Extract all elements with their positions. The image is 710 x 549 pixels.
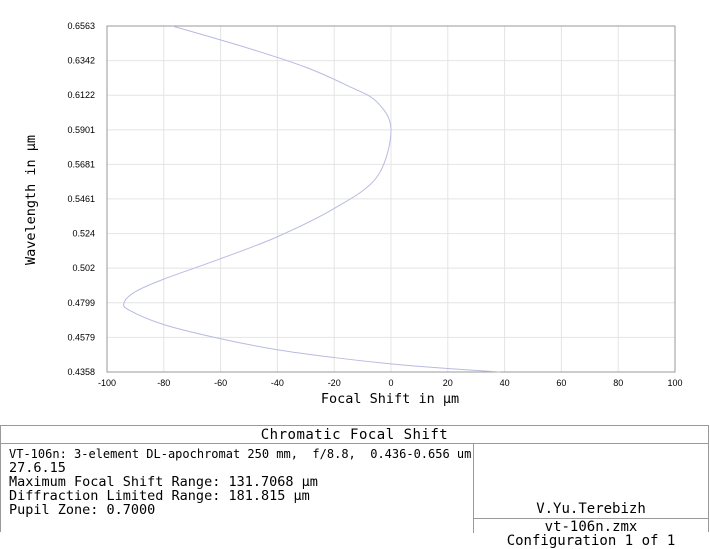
diffraction-limited-range: Diffraction Limited Range: 181.815 µm	[9, 488, 310, 504]
x-tick-label: -80	[157, 378, 170, 388]
y-tick-label: 0.6342	[67, 56, 95, 66]
lens-description: VT-106n: 3-element DL-apochromat 250 mm,…	[9, 447, 472, 461]
panel-divider	[473, 444, 474, 533]
y-tick-label: 0.5681	[67, 159, 95, 169]
info-text: VT-106n: 3-element DL-apochromat 250 mm,…	[9, 447, 472, 518]
chart-plot: -100 -80 -60 -40 -20 0 20 40 60 80 100 0.4358 0.457…	[23, 21, 683, 407]
y-tick-label: 0.524	[72, 229, 95, 239]
y-tick-label: 0.6122	[67, 90, 95, 100]
x-tick-label: 80	[613, 378, 623, 388]
y-tick-label: 0.4799	[67, 298, 95, 308]
x-tick-label: -100	[98, 378, 116, 388]
pupil-zone: Pupil Zone: 0.7000	[9, 502, 156, 518]
y-tick-label: 0.5901	[67, 125, 95, 135]
x-tick-label: 60	[556, 378, 566, 388]
y-tick-label: 0.6563	[67, 21, 95, 31]
configuration: Configuration 1 of 1	[506, 533, 676, 549]
y-axis-title: Wavelength in µm	[23, 135, 39, 265]
info-panel: Chromatic Focal Shift VT-106n: 3-element…	[0, 425, 709, 549]
x-tick-label: 0	[388, 378, 393, 388]
y-tick-label: 0.4358	[67, 367, 95, 377]
chart-window: -100 -80 -60 -40 -20 0 20 40 60 80 100 0.4358 0.457…	[0, 21, 709, 549]
info-right: V.Yu.Terebizh vt-106n.zmx Configuration …	[474, 444, 708, 549]
chart-title: Chromatic Focal Shift	[1, 426, 708, 444]
y-tick-label: 0.5461	[67, 194, 95, 204]
focal-shift-series	[123, 25, 501, 373]
x-axis-title: Focal Shift in µm	[321, 391, 459, 407]
plot-frame	[106, 25, 676, 373]
x-tick-label: -40	[271, 378, 284, 388]
grid	[107, 26, 675, 372]
x-tick-label: 20	[443, 378, 453, 388]
y-axis: 0.4358 0.4579 0.4799 0.502 0.524 0.5461 0.5681…	[67, 21, 95, 377]
x-tick-label: -60	[214, 378, 227, 388]
author: V.Yu.Terebizh	[536, 501, 646, 517]
x-axis: -100 -80 -60 -40 -20 0 20 40 60 80 100	[98, 378, 683, 388]
date: 27.6.15	[9, 460, 66, 476]
x-tick-label: 100	[667, 378, 682, 388]
y-tick-label: 0.502	[72, 263, 95, 273]
y-tick-label: 0.4579	[67, 332, 95, 342]
x-tick-label: 40	[500, 378, 510, 388]
right-divider	[474, 518, 708, 519]
x-tick-label: -20	[328, 378, 341, 388]
max-focal-shift: Maximum Focal Shift Range: 131.7068 µm	[9, 474, 318, 490]
file-name: vt-106n.zmx	[544, 519, 638, 535]
